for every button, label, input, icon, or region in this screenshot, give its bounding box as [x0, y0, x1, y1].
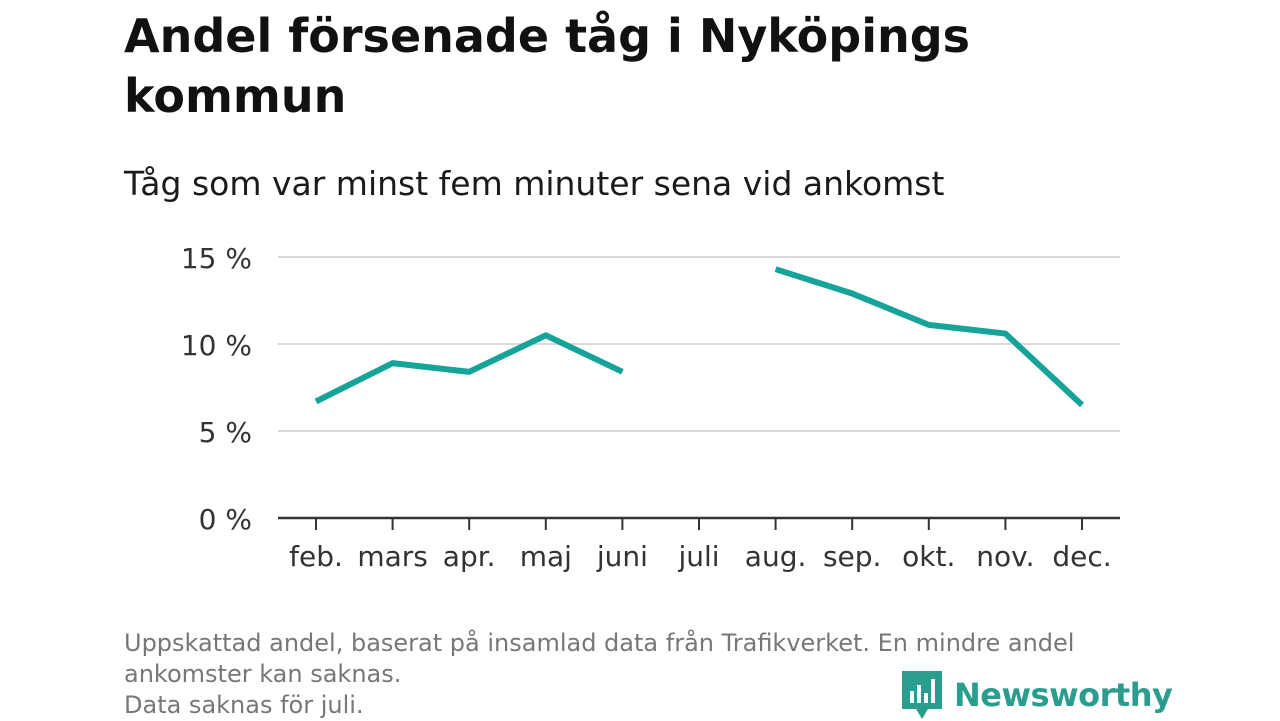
x-tick-label: maj — [520, 540, 572, 573]
x-tick-label: nov. — [976, 540, 1034, 573]
x-tick-label: mars — [357, 540, 428, 573]
x-tick-label: dec. — [1052, 540, 1111, 573]
y-tick-label: 5 % — [199, 416, 252, 449]
y-tick-label: 15 % — [181, 242, 252, 275]
footer-line-1: Uppskattad andel, baserat på insamlad da… — [124, 628, 1164, 659]
gridlines — [278, 257, 1120, 431]
y-tick-label: 10 % — [181, 329, 252, 362]
x-tick-label: aug. — [745, 540, 807, 573]
x-tick-label: juni — [596, 540, 648, 573]
series-line-segment — [776, 269, 1082, 405]
x-tick-label: apr. — [443, 540, 496, 573]
bar-chart-logo-icon — [902, 671, 942, 719]
x-tick-label: okt. — [902, 540, 955, 573]
x-tick-label: juli — [677, 540, 719, 573]
y-axis-ticks: 0 % 5 % 10 % 15 % — [181, 242, 252, 536]
y-tick-label: 0 % — [199, 503, 252, 536]
brand-name: Newsworthy — [954, 676, 1172, 714]
series-line-segment — [316, 335, 622, 401]
series-lines — [316, 269, 1082, 405]
x-tick-label: feb. — [289, 540, 343, 573]
x-tick-label: sep. — [823, 540, 882, 573]
newsworthy-logo: Newsworthy — [902, 670, 1172, 720]
